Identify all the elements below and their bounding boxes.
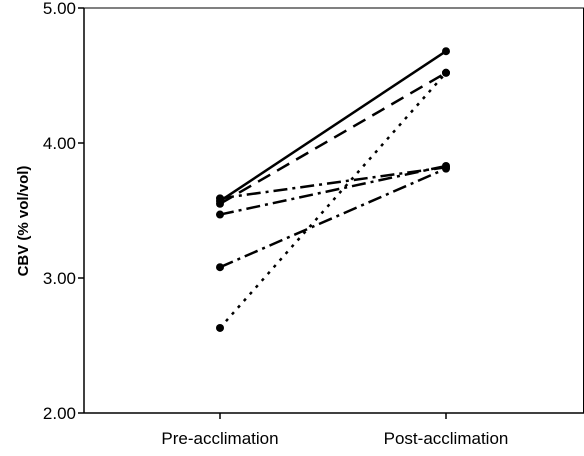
series-2 — [216, 68, 450, 208]
series-line — [219, 50, 447, 203]
series-1 — [216, 47, 450, 206]
series-line — [219, 166, 447, 200]
data-point — [442, 68, 450, 77]
data-point — [216, 263, 224, 272]
data-point — [216, 323, 224, 332]
y-axis-label: CBV (% vol/vol) — [15, 166, 32, 277]
y-tick-label: 2.00 — [43, 404, 76, 423]
y-tick-label: 3.00 — [43, 269, 76, 288]
series-group — [216, 47, 450, 332]
data-point — [216, 210, 224, 219]
series-6 — [216, 163, 450, 203]
series-3 — [216, 68, 450, 332]
labels: CBV (% vol/vol) — [15, 166, 32, 277]
series-line — [219, 164, 447, 216]
data-point — [442, 47, 450, 56]
series-line — [219, 71, 447, 329]
y-tick-label: 5.00 — [43, 0, 76, 18]
y-tick-label: 4.00 — [43, 134, 76, 153]
data-point — [442, 163, 450, 172]
data-point — [216, 194, 224, 203]
x-tick-label: Post-acclimation — [384, 429, 509, 448]
axes: 2.00 3.00 4.00 5.00 Pre-acclimation Post-accl… — [43, 0, 584, 448]
x-tick-label: Pre-acclimation — [161, 429, 278, 448]
